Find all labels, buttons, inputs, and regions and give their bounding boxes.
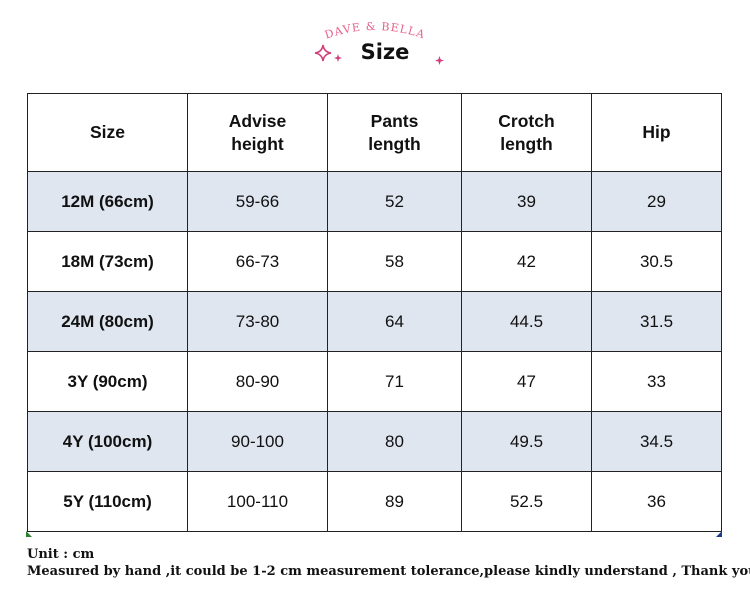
corner-mark-icon — [26, 531, 32, 537]
advise-height-cell: 80-90 — [187, 351, 328, 412]
brand-text: DAVE & BELLA — [323, 20, 426, 42]
table-row: 4Y (100cm) 90-100 80 49.5 34.5 — [27, 411, 722, 472]
sparkle-icon — [334, 54, 342, 62]
header-text: Size — [89, 122, 126, 142]
size-cell: 12M (66cm) — [27, 171, 188, 232]
header-text: height — [231, 133, 284, 154]
crotch-length-cell: 44.5 — [461, 291, 592, 352]
hip-cell: 33 — [591, 351, 722, 412]
header-text: length — [500, 133, 553, 154]
svg-text:DAVE & BELLA: DAVE & BELLA — [323, 20, 427, 42]
table-row: 5Y (110cm) 100-110 89 52.5 36 — [27, 471, 722, 532]
header-text: Pants — [370, 110, 419, 131]
tolerance-note: Measured by hand ,it could be 1-2 cm mea… — [27, 564, 750, 579]
crotch-length-cell: 49.5 — [461, 411, 592, 472]
pants-length-cell: 71 — [327, 351, 462, 412]
table-row: 12M (66cm) 59-66 52 39 29 — [27, 171, 722, 232]
table-header-row: Size Advise height Pants length Crotch l… — [27, 93, 722, 172]
corner-mark-icon — [716, 531, 722, 537]
crotch-length-cell: 52.5 — [461, 471, 592, 532]
column-header-size: Size — [27, 93, 188, 172]
advise-height-cell: 73-80 — [187, 291, 328, 352]
sparkle-icon — [435, 56, 444, 65]
hip-cell: 34.5 — [591, 411, 722, 472]
advise-height-cell: 66-73 — [187, 231, 328, 292]
header-text: Advise — [228, 110, 287, 131]
column-header-hip: Hip — [591, 93, 722, 172]
hip-cell: 30.5 — [591, 231, 722, 292]
page-title: Size — [360, 40, 410, 64]
column-header-crotch-length: Crotch length — [461, 93, 592, 172]
brand-logo: DAVE & BELLA — [323, 20, 427, 42]
size-notes: Unit : cm Measured by hand ,it could be … — [27, 546, 750, 580]
page-header: DAVE & BELLA Size — [0, 0, 750, 92]
header-text: length — [368, 133, 421, 154]
size-chart-table: Size Advise height Pants length Crotch l… — [27, 93, 722, 532]
hip-cell: 31.5 — [591, 291, 722, 352]
table-row: 18M (73cm) 66-73 58 42 30.5 — [27, 231, 722, 292]
header-text: Hip — [642, 122, 671, 142]
unit-note: Unit : cm — [27, 547, 95, 562]
column-header-advise-height: Advise height — [187, 93, 328, 172]
size-cell: 24M (80cm) — [27, 291, 188, 352]
size-cell: 4Y (100cm) — [27, 411, 188, 472]
size-cell: 18M (73cm) — [27, 231, 188, 292]
crotch-length-cell: 39 — [461, 171, 592, 232]
pants-length-cell: 52 — [327, 171, 462, 232]
crotch-length-cell: 47 — [461, 351, 592, 412]
advise-height-cell: 59-66 — [187, 171, 328, 232]
crotch-length-cell: 42 — [461, 231, 592, 292]
header-text: Crotch — [498, 110, 555, 131]
sparkle-icon — [314, 44, 332, 62]
column-header-pants-length: Pants length — [327, 93, 462, 172]
pants-length-cell: 89 — [327, 471, 462, 532]
advise-height-cell: 100-110 — [187, 471, 328, 532]
hip-cell: 29 — [591, 171, 722, 232]
advise-height-cell: 90-100 — [187, 411, 328, 472]
hip-cell: 36 — [591, 471, 722, 532]
size-cell: 5Y (110cm) — [27, 471, 188, 532]
pants-length-cell: 64 — [327, 291, 462, 352]
size-cell: 3Y (90cm) — [27, 351, 188, 412]
table-row: 3Y (90cm) 80-90 71 47 33 — [27, 351, 722, 412]
pants-length-cell: 80 — [327, 411, 462, 472]
pants-length-cell: 58 — [327, 231, 462, 292]
table-row: 24M (80cm) 73-80 64 44.5 31.5 — [27, 291, 722, 352]
